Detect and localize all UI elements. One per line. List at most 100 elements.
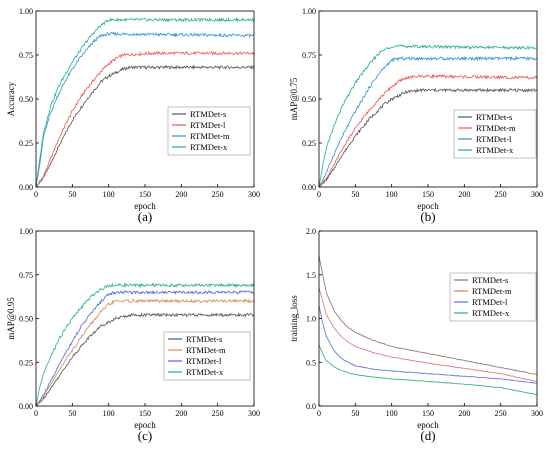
y-tick-label: 2.0 — [306, 227, 316, 236]
x-tick-label: 50 — [351, 409, 359, 418]
subfigure-caption: (d) — [420, 428, 435, 443]
legend-entry-rtmdet-s: RTMDet-s — [186, 334, 222, 344]
plot-frame — [35, 10, 255, 188]
series-line-rtmdet-l — [318, 56, 538, 188]
series-line-rtmdet-s — [35, 312, 255, 407]
legend-entry-rtmdet-l: RTMDet-l — [472, 297, 508, 307]
legend-entry-rtmdet-m: RTMDet-m — [476, 123, 516, 133]
x-tick-label: 300 — [248, 190, 260, 199]
series-line-rtmdet-l — [35, 50, 255, 188]
legend-entry-rtmdet-x: RTMDet-x — [476, 145, 514, 155]
y-tick-label: 0.00 — [19, 183, 33, 192]
y-tick-label: 0.5 — [306, 358, 316, 367]
legend-entry-rtmdet-x: RTMDet-x — [186, 367, 224, 377]
chart-4: 0 50 100 150 200 250 300 0.0 0.5 1.0 1.5 2.0 epoch tr… — [289, 227, 543, 443]
y-tick-label: 0.75 — [302, 51, 316, 60]
legend-entry-rtmdet-s: RTMDet-s — [190, 109, 226, 119]
y-axis-label: Accuracy — [6, 81, 16, 116]
y-tick-label: 1.00 — [302, 7, 316, 16]
x-tick-label: 250 — [495, 190, 507, 199]
y-tick-label: 0.00 — [19, 402, 33, 411]
x-tick-label: 0 — [34, 190, 38, 199]
x-tick-label: 150 — [139, 409, 151, 418]
y-tick-label: 0.25 — [19, 139, 33, 148]
x-tick-label: 100 — [103, 190, 115, 199]
x-tick-label: 100 — [386, 190, 398, 199]
x-tick-label: 100 — [103, 409, 115, 418]
x-tick-label: 150 — [422, 190, 434, 199]
y-axis-label: training_loss — [289, 295, 299, 342]
legend-entry-rtmdet-x: RTMDet-x — [472, 308, 510, 318]
series-line-rtmdet-l — [318, 305, 537, 384]
x-tick-label: 300 — [248, 409, 260, 418]
series-line-rtmdet-s — [318, 255, 538, 375]
legend-entry-rtmdet-s: RTMDet-s — [476, 112, 512, 122]
legend-entry-rtmdet-l: RTMDet-l — [476, 134, 512, 144]
x-axis-label: epoch — [417, 420, 439, 430]
chart-3: 0 50 100 150 200 250 300 0.00 0.25 0.50 0.75 1.00 ep… — [6, 227, 260, 443]
x-tick-label: 50 — [68, 409, 76, 418]
series-line-rtmdet-m — [318, 73, 538, 188]
y-tick-label: 0.00 — [302, 183, 316, 192]
legend-entry-rtmdet-m: RTMDet-m — [186, 345, 226, 355]
series-line-rtmdet-m — [35, 31, 254, 188]
series-line-rtmdet-x — [318, 44, 538, 188]
series-line-rtmdet-l — [35, 290, 255, 407]
x-tick-label: 250 — [212, 409, 224, 418]
y-tick-label: 1.0 — [306, 315, 316, 324]
x-tick-label: 250 — [212, 190, 224, 199]
subfigure-caption: (a) — [138, 209, 152, 224]
legend-entry-rtmdet-m: RTMDet-m — [190, 131, 230, 141]
x-axis-label: epoch — [134, 201, 156, 211]
subfigure-caption: (b) — [420, 209, 435, 224]
x-tick-label: 150 — [422, 409, 434, 418]
legend-entry-rtmdet-l: RTMDet-l — [190, 120, 226, 130]
x-tick-label: 0 — [317, 409, 321, 418]
legend-entry-rtmdet-m: RTMDet-m — [472, 286, 512, 296]
y-tick-label: 0.50 — [19, 315, 33, 324]
x-tick-label: 50 — [351, 190, 359, 199]
plot-frame — [318, 10, 538, 188]
legend-entry-rtmdet-x: RTMDet-x — [190, 142, 228, 152]
y-tick-label: 0.25 — [302, 139, 316, 148]
y-tick-label: 0.50 — [302, 95, 316, 104]
y-tick-label: 1.00 — [19, 7, 33, 16]
series-line-rtmdet-x — [318, 344, 538, 396]
legend-entry-rtmdet-s: RTMDet-s — [472, 275, 508, 285]
x-tick-label: 200 — [458, 409, 470, 418]
x-tick-label: 50 — [68, 190, 76, 199]
legend-entry-rtmdet-l: RTMDet-l — [186, 356, 222, 366]
x-tick-label: 250 — [495, 409, 507, 418]
x-tick-label: 100 — [386, 409, 398, 418]
x-tick-label: 200 — [175, 409, 187, 418]
series-line-rtmdet-m — [35, 298, 255, 407]
y-tick-label: 0.75 — [19, 271, 33, 280]
series-line-rtmdet-m — [318, 287, 538, 382]
x-axis-label: epoch — [134, 420, 156, 430]
x-tick-label: 0 — [34, 409, 38, 418]
x-axis-label: epoch — [417, 201, 439, 211]
x-tick-label: 200 — [458, 190, 470, 199]
y-tick-label: 1.5 — [306, 271, 316, 280]
series-line-rtmdet-s — [318, 87, 538, 188]
x-tick-label: 300 — [531, 409, 543, 418]
y-axis-label: mAP@0.95 — [6, 297, 16, 340]
x-tick-label: 300 — [531, 190, 543, 199]
y-tick-label: 1.00 — [19, 227, 33, 236]
y-tick-label: 0.25 — [19, 358, 33, 367]
series-line-rtmdet-x — [35, 16, 255, 188]
chart-2: 0 50 100 150 200 250 300 0.00 0.25 0.50 0.75 1.00 ep… — [289, 7, 543, 224]
y-tick-label: 0.75 — [19, 51, 33, 60]
chart-1: 0 50 100 150 200 250 300 0.00 0.25 0.50 0.75 1.00 ep… — [6, 7, 260, 224]
x-tick-label: 200 — [175, 190, 187, 199]
y-tick-label: 0.50 — [19, 95, 33, 104]
x-tick-label: 150 — [139, 190, 151, 199]
x-tick-label: 0 — [317, 190, 321, 199]
y-tick-label: 0.0 — [306, 402, 316, 411]
subfigure-caption: (c) — [138, 428, 152, 443]
